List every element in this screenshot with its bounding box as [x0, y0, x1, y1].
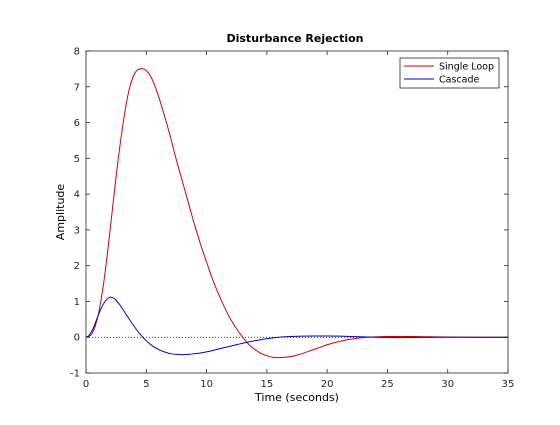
y-tick-label: 0: [74, 333, 80, 344]
y-tick-label: 2: [74, 261, 80, 272]
y-tick-label: 6: [74, 118, 80, 129]
legend-label-single-loop: Single Loop: [439, 62, 494, 73]
y-tick-label: 3: [74, 225, 80, 236]
y-tick-label: 8: [74, 47, 80, 58]
plot-area: [86, 51, 508, 373]
series-group: [85, 68, 508, 359]
y-axis-label: Amplitude: [54, 184, 67, 241]
x-axis-ticks: 0 5 10 15 20 25 30 35: [83, 51, 515, 390]
x-tick-label: 20: [321, 379, 334, 390]
x-tick-label: 0: [83, 379, 89, 390]
y-tick-label: 7: [74, 82, 80, 93]
x-tick-label: 5: [143, 379, 149, 390]
series-line-cascade: [85, 296, 508, 356]
legend-box: [399, 57, 500, 89]
legend: Single Loop Cascade: [399, 57, 500, 89]
x-tick-label: 25: [381, 379, 394, 390]
x-tick-label: 35: [502, 379, 515, 390]
x-tick-label: 15: [260, 379, 273, 390]
y-tick-label: 4: [74, 190, 80, 201]
legend-label-cascade: Cascade: [439, 75, 479, 86]
x-tick-label: 30: [441, 379, 454, 390]
y-axis-ticks: -1 0 1 2 3 4 5 6 7 8: [70, 47, 508, 380]
x-tick-label: 10: [200, 379, 213, 390]
x-axis-label: Time (seconds): [254, 391, 339, 404]
y-tick-label: 1: [74, 297, 80, 308]
chart-title: Disturbance Rejection: [226, 32, 363, 45]
y-tick-label: -1: [70, 369, 80, 380]
axes-box: [85, 50, 509, 374]
y-tick-label: 5: [74, 154, 80, 165]
series-line-single-loop: [85, 68, 508, 359]
